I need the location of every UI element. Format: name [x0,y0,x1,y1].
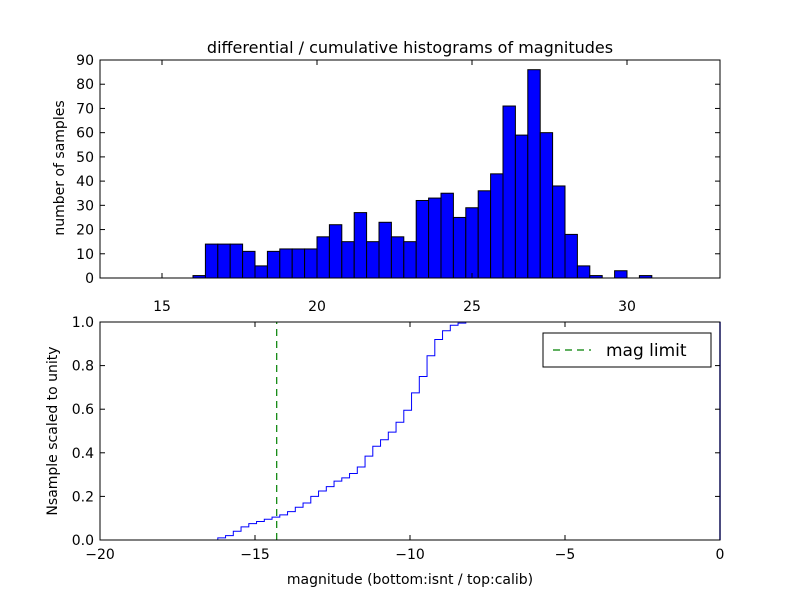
histogram-bar-33 [614,270,628,279]
bottom-axis-ticks: 0.0 0.2 0.4 0.6 0.8 1.0 −20 −15 −10 −5 0 [72,315,725,563]
top-xtick-label-3: 30 [618,299,636,315]
histogram-bar-26 [514,134,529,279]
bottom-plot-frame [99,321,721,541]
bottom-ytick-label-4: 0.8 [72,359,94,375]
histogram-bar-13 [353,212,368,279]
chart-title: differential / cumulative histograms of … [207,38,613,57]
histogram-bar-9 [304,248,318,279]
bottom-x-axis-label: magnitude (bottom:isnt / top:calib) [287,572,533,588]
histogram-bar-17 [403,241,417,279]
histogram-bar-24 [490,173,504,279]
histogram-bar-8 [291,248,306,279]
cumulative-step-line [100,321,720,541]
histogram-bar-20 [440,192,454,279]
histogram-bar-14 [366,241,380,279]
histogram-bar-27 [527,69,541,279]
histogram-bar-29 [552,185,566,279]
bottom-xtick-label-1: −15 [240,547,270,563]
top-plot-frame [99,59,721,279]
bottom-y-axis-label: Nsample scaled to unity [45,346,61,515]
top-y-axis-label: number of samples [52,100,68,235]
bottom-ytick-label-5: 1.0 [72,315,94,331]
histogram-bar-15 [378,221,392,279]
histogram-bar-19 [428,197,442,279]
histogram-bar-31 [576,265,591,279]
histogram-bar-3 [229,243,244,279]
histogram-panel: differential / cumulative histograms of … [52,38,721,315]
histogram-bar-2 [217,243,231,279]
bottom-ytick-label-0: 0.0 [72,533,94,549]
histogram-bar-7 [279,248,293,279]
top-ytick-label-7: 70 [76,101,94,117]
legend-label-mag-limit: mag limit [606,341,687,361]
bottom-xtick-label-0: −20 [85,547,115,563]
top-ytick-label-0: 0 [85,271,94,287]
histogram-bar-12 [341,241,355,279]
top-ytick-label-5: 50 [76,150,94,166]
bottom-xtick-label-3: −5 [555,547,576,563]
histogram-bar-30 [564,233,578,279]
cumulative-panel: Nsample scaled to unity magnitude (botto… [45,315,724,588]
legend: mag limit [542,332,712,368]
histogram-bar-21 [452,216,467,279]
bottom-ytick-label-1: 0.2 [72,489,94,505]
histogram-bar-25 [502,105,516,279]
top-ytick-label-6: 60 [76,126,94,142]
histogram-bar-23 [477,190,492,279]
top-ytick-label-8: 80 [76,77,94,93]
histogram-bar-10 [316,236,330,279]
top-xtick-label-1: 20 [308,299,326,315]
histogram-bar-5 [254,265,268,279]
histogram-bar-1 [204,243,219,279]
histogram-bar-6 [266,250,281,279]
histogram-bars [192,69,653,279]
top-ytick-label-3: 30 [76,198,94,214]
bottom-xtick-label-2: −10 [395,547,425,563]
bottom-xtick-label-4: 0 [716,547,725,563]
top-ytick-label-9: 90 [76,53,94,69]
bottom-ytick-label-3: 0.6 [72,402,94,418]
histogram-bar-18 [415,199,430,279]
top-ytick-label-1: 10 [76,247,94,263]
histogram-bar-4 [242,250,256,279]
histogram-bar-11 [328,224,343,279]
histogram-bar-22 [465,207,479,279]
top-xtick-label-2: 25 [463,299,481,315]
top-axis-ticks: 0 10 20 30 40 50 60 70 80 90 15 20 25 30 [76,53,720,315]
bottom-ytick-label-2: 0.4 [72,446,94,462]
histogram-bar-16 [390,236,405,279]
top-ytick-label-4: 40 [76,174,94,190]
top-xtick-label-0: 15 [153,299,171,315]
top-ytick-label-2: 20 [76,223,94,239]
histogram-bar-28 [539,132,554,279]
